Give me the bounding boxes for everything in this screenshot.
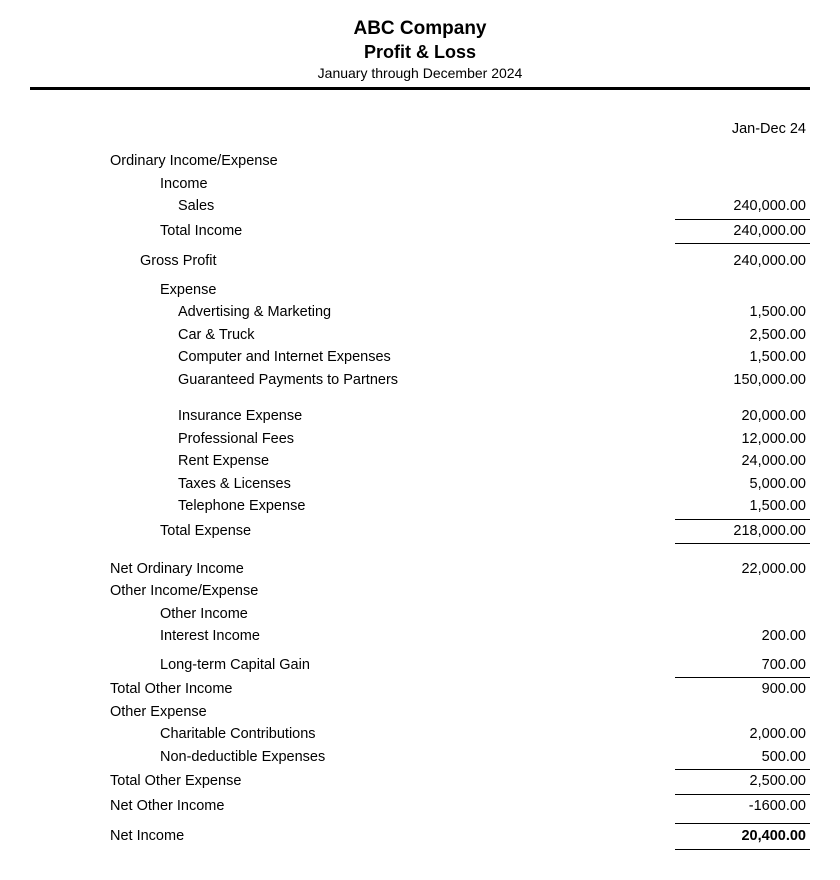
sales-row: Sales 240,000.00	[30, 195, 810, 219]
other-expense-heading: Other Expense	[30, 701, 810, 723]
label: Taxes & Licenses	[30, 473, 675, 495]
amount: 240,000.00	[675, 250, 810, 272]
nondeductible-row: Non-deductible Expenses 500.00	[30, 746, 810, 770]
car-truck-row: Car & Truck 2,500.00	[30, 324, 810, 346]
computer-row: Computer and Internet Expenses 1,500.00	[30, 346, 810, 368]
guaranteed-row: Guaranteed Payments to Partners 150,000.…	[30, 369, 810, 391]
label: Ordinary Income/Expense	[30, 150, 810, 172]
amount: 2,500.00	[675, 770, 810, 794]
taxes-row: Taxes & Licenses 5,000.00	[30, 473, 810, 495]
net-other-income-row: Net Other Income -1600.00	[30, 795, 810, 817]
total-income-row: Total Income 240,000.00	[30, 220, 810, 244]
professional-row: Professional Fees 12,000.00	[30, 428, 810, 450]
label: Rent Expense	[30, 450, 675, 472]
advertising-row: Advertising & Marketing 1,500.00	[30, 301, 810, 323]
label: Guaranteed Payments to Partners	[30, 369, 675, 391]
column-header: Jan-Dec 24	[675, 118, 810, 140]
label: Telephone Expense	[30, 495, 675, 517]
amount: 1,500.00	[675, 301, 810, 323]
amount: 24,000.00	[675, 450, 810, 472]
report-period: January through December 2024	[30, 65, 810, 81]
label: Other Income/Expense	[30, 580, 810, 602]
telephone-row: Telephone Expense 1,500.00	[30, 495, 810, 519]
label: Income	[30, 173, 810, 195]
amount: 150,000.00	[675, 369, 810, 391]
label: Car & Truck	[30, 324, 675, 346]
label: Computer and Internet Expenses	[30, 346, 675, 368]
net-ordinary-income-row: Net Ordinary Income 22,000.00	[30, 558, 810, 580]
amount: 1,500.00	[675, 495, 810, 519]
label: Expense	[30, 279, 810, 301]
amount: -1600.00	[675, 795, 810, 817]
label: Gross Profit	[30, 250, 675, 272]
label: Net Ordinary Income	[30, 558, 675, 580]
ordinary-income-expense-heading: Ordinary Income/Expense	[30, 150, 810, 172]
gross-profit-row: Gross Profit 240,000.00	[30, 250, 810, 272]
report-title: Profit & Loss	[30, 42, 810, 63]
amount: 218,000.00	[675, 520, 810, 544]
amount: 200.00	[675, 625, 810, 647]
label: Advertising & Marketing	[30, 301, 675, 323]
label: Sales	[30, 195, 675, 217]
net-income-row: Net Income 20,400.00	[30, 823, 810, 849]
label: Non-deductible Expenses	[30, 746, 675, 768]
label: Other Income	[30, 603, 810, 625]
label: Net Income	[30, 825, 675, 847]
amount: 700.00	[675, 654, 810, 678]
label: Charitable Contributions	[30, 723, 675, 745]
label: Total Other Income	[30, 678, 675, 700]
total-other-income-row: Total Other Income 900.00	[30, 678, 810, 700]
charitable-row: Charitable Contributions 2,000.00	[30, 723, 810, 745]
other-income-expense-heading: Other Income/Expense	[30, 580, 810, 602]
label: Interest Income	[30, 625, 675, 647]
interest-income-row: Interest Income 200.00	[30, 625, 810, 647]
lt-capital-gain-row: Long-term Capital Gain 700.00	[30, 654, 810, 678]
amount: 20,000.00	[675, 405, 810, 427]
label: Long-term Capital Gain	[30, 654, 675, 676]
amount: 12,000.00	[675, 428, 810, 450]
profit-loss-statement: ABC Company Profit & Loss January throug…	[0, 0, 840, 880]
insurance-row: Insurance Expense 20,000.00	[30, 405, 810, 427]
total-other-expense-row: Total Other Expense 2,500.00	[30, 770, 810, 794]
rent-row: Rent Expense 24,000.00	[30, 450, 810, 472]
amount: 240,000.00	[675, 195, 810, 219]
amount: 5,000.00	[675, 473, 810, 495]
amount: 2,500.00	[675, 324, 810, 346]
amount: 500.00	[675, 746, 810, 770]
amount: 900.00	[675, 678, 810, 700]
amount: 240,000.00	[675, 220, 810, 244]
label: Total Expense	[30, 520, 675, 542]
income-heading: Income	[30, 173, 810, 195]
label: Professional Fees	[30, 428, 675, 450]
statement-body: Jan-Dec 24 Ordinary Income/Expense Incom…	[30, 118, 810, 850]
company-name: ABC Company	[30, 18, 810, 40]
label: Insurance Expense	[30, 405, 675, 427]
report-header: ABC Company Profit & Loss January throug…	[30, 18, 810, 90]
label: Net Other Income	[30, 795, 675, 817]
other-income-heading: Other Income	[30, 603, 810, 625]
amount: 22,000.00	[675, 558, 810, 580]
label: Total Income	[30, 220, 675, 242]
label: Total Other Expense	[30, 770, 675, 792]
amount: 2,000.00	[675, 723, 810, 745]
total-expense-row: Total Expense 218,000.00	[30, 520, 810, 544]
amount: 20,400.00	[675, 823, 810, 849]
amount: 1,500.00	[675, 346, 810, 368]
expense-heading: Expense	[30, 279, 810, 301]
label: Other Expense	[30, 701, 810, 723]
